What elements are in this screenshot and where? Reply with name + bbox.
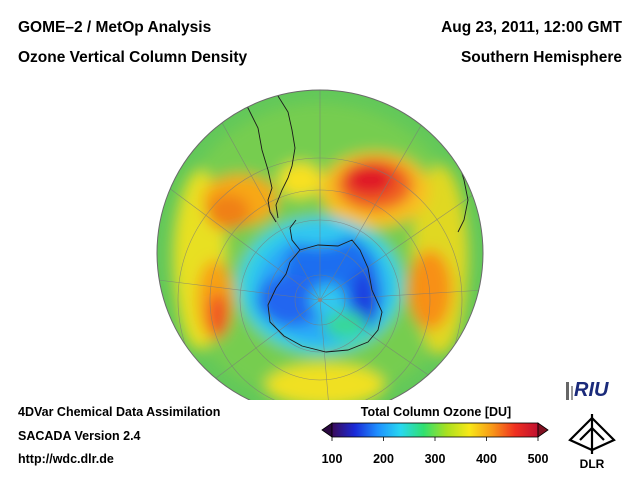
dlr-logo-text: DLR [580, 457, 605, 471]
south-america-coast-east [275, 95, 296, 219]
south-pole-marker [318, 298, 322, 302]
colorbar-max-arrow [537, 422, 549, 438]
colorbar-bar [331, 422, 539, 438]
riu-logo: RIU [566, 379, 609, 401]
graticule [157, 90, 483, 400]
colorbar-tick-label: 400 [476, 452, 497, 466]
title-date: Aug 23, 2011, 12:00 GMT [441, 19, 622, 36]
ozone-map [156, 89, 484, 400]
colorbar-tick-marks [331, 437, 539, 441]
colorbar-tick-label: 500 [528, 452, 549, 466]
colorbar-tick-label: 100 [322, 452, 343, 466]
colorbar: Total Column Ozone [DU] 100 200 300 400 500 [321, 405, 549, 466]
title-product: Ozone Vertical Column Density [18, 49, 248, 66]
riu-tower-icon [566, 382, 569, 400]
antarctic-peninsula [289, 219, 301, 251]
antarctica-coast [267, 239, 383, 353]
colorbar-title: Total Column Ozone [DU] [361, 405, 511, 419]
globe-outline [156, 89, 484, 400]
dlr-emblem-icon [568, 414, 616, 454]
south-america-coast [231, 97, 277, 223]
riu-logo-text: RIU [574, 379, 609, 401]
coastlines [231, 95, 469, 353]
footer-version: SACADA Version 2.4 [18, 429, 141, 443]
footer-url: http://wdc.dlr.de [18, 452, 114, 466]
dlr-logo: DLR [568, 414, 616, 471]
colorbar-min-arrow [321, 422, 333, 438]
title-region: Southern Hemisphere [460, 49, 622, 66]
title-instrument: GOME–2 / MetOp Analysis [18, 19, 212, 36]
colorbar-tick-label: 300 [425, 452, 446, 466]
colorbar-tick-label: 200 [373, 452, 394, 466]
footer-method: 4DVar Chemical Data Assimilation [18, 405, 221, 419]
